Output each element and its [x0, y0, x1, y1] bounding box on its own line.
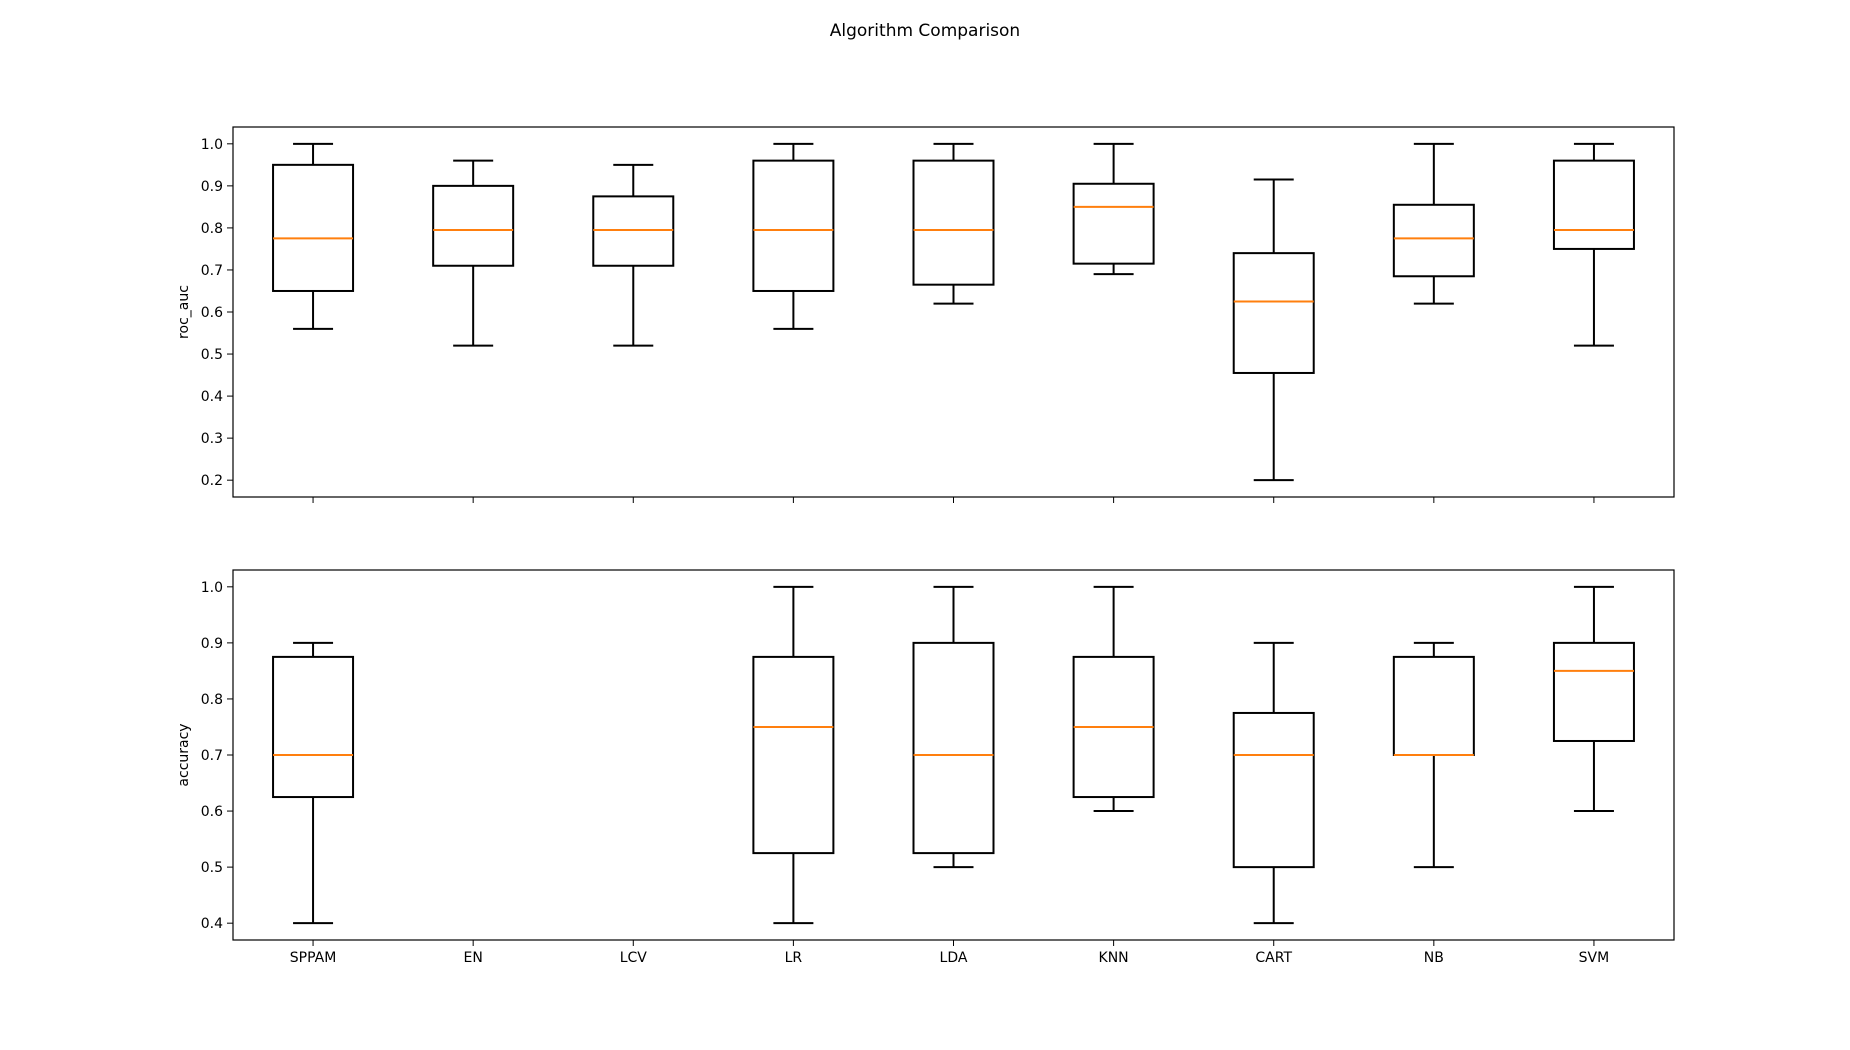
y-tick-label: 0.3 — [201, 431, 223, 447]
x-tick-label: SVM — [1579, 950, 1610, 966]
iqr-box — [912, 159, 995, 286]
y-tick-label: 0.4 — [201, 916, 223, 932]
x-tick-label: NB — [1424, 950, 1444, 966]
iqr-box — [1392, 203, 1475, 278]
box-svm — [1552, 585, 1635, 813]
iqr-box — [592, 195, 675, 267]
y-tick-label: 0.2 — [201, 473, 223, 489]
box-cart — [1232, 641, 1315, 925]
y-tick-label: 0.4 — [201, 389, 223, 405]
box-nb — [1392, 142, 1475, 305]
iqr-box — [1072, 182, 1155, 265]
iqr-box — [1392, 655, 1475, 756]
iqr-box — [1552, 641, 1635, 742]
x-tick-label: LR — [785, 950, 803, 966]
box-sppam — [272, 142, 355, 330]
iqr-box — [1232, 252, 1315, 374]
iqr-box — [272, 655, 355, 799]
x-tick-label: LCV — [620, 950, 648, 966]
y-tick-label: 0.9 — [201, 636, 223, 652]
y-tick-label: 0.8 — [201, 692, 223, 708]
figure-suptitle: Algorithm Comparison — [830, 21, 1020, 41]
axes-frame — [232, 126, 1675, 498]
accuracy-panel: 0.4 0.5 0.6 0.7 0.8 0.9 1.0 accuracy SPPAM EN LCV L… — [176, 569, 1675, 966]
y-axis-label: roc_auc — [176, 285, 192, 339]
y-tick-label: 1.0 — [201, 580, 223, 596]
iqr-box — [272, 163, 355, 292]
roc-auc-panel: 0.2 0.3 0.4 0.5 0.6 0.7 0.8 0.9 1.0 roc_auc — [176, 126, 1675, 503]
y-axis-label: accuracy — [176, 723, 192, 786]
box-lda — [912, 585, 995, 869]
y-tick-label: 0.9 — [201, 179, 223, 195]
x-tick-label: SPPAM — [290, 950, 337, 966]
iqr-box — [752, 655, 835, 855]
box-lda — [912, 142, 995, 305]
iqr-box — [912, 641, 995, 855]
x-tick-label: KNN — [1099, 950, 1129, 966]
y-tick-label: 0.5 — [201, 860, 223, 876]
box-lr — [752, 585, 835, 925]
iqr-box — [1552, 159, 1635, 250]
box-knn — [1072, 585, 1155, 813]
y-tick-label: 0.6 — [201, 804, 223, 820]
x-tick-label: LDA — [940, 950, 968, 966]
iqr-box — [752, 159, 835, 292]
y-tick-label: 1.0 — [201, 137, 223, 153]
x-tick-label: EN — [464, 950, 483, 966]
iqr-box — [432, 184, 515, 267]
iqr-box — [1232, 711, 1315, 869]
y-tick-label: 0.7 — [201, 263, 223, 279]
axes-frame — [232, 569, 1675, 941]
box-lcv — [592, 163, 675, 347]
y-tick-label: 0.5 — [201, 347, 223, 363]
box-knn — [1072, 142, 1155, 276]
box-lr — [752, 142, 835, 330]
box-nb — [1392, 641, 1475, 869]
box-svm — [1552, 142, 1635, 347]
box-en — [432, 159, 515, 347]
box-sppam — [272, 641, 355, 925]
y-tick-label: 0.6 — [201, 305, 223, 321]
y-tick-label: 0.7 — [201, 748, 223, 764]
y-tick-label: 0.8 — [201, 221, 223, 237]
box-cart — [1232, 178, 1315, 482]
x-tick-label: CART — [1255, 950, 1292, 966]
